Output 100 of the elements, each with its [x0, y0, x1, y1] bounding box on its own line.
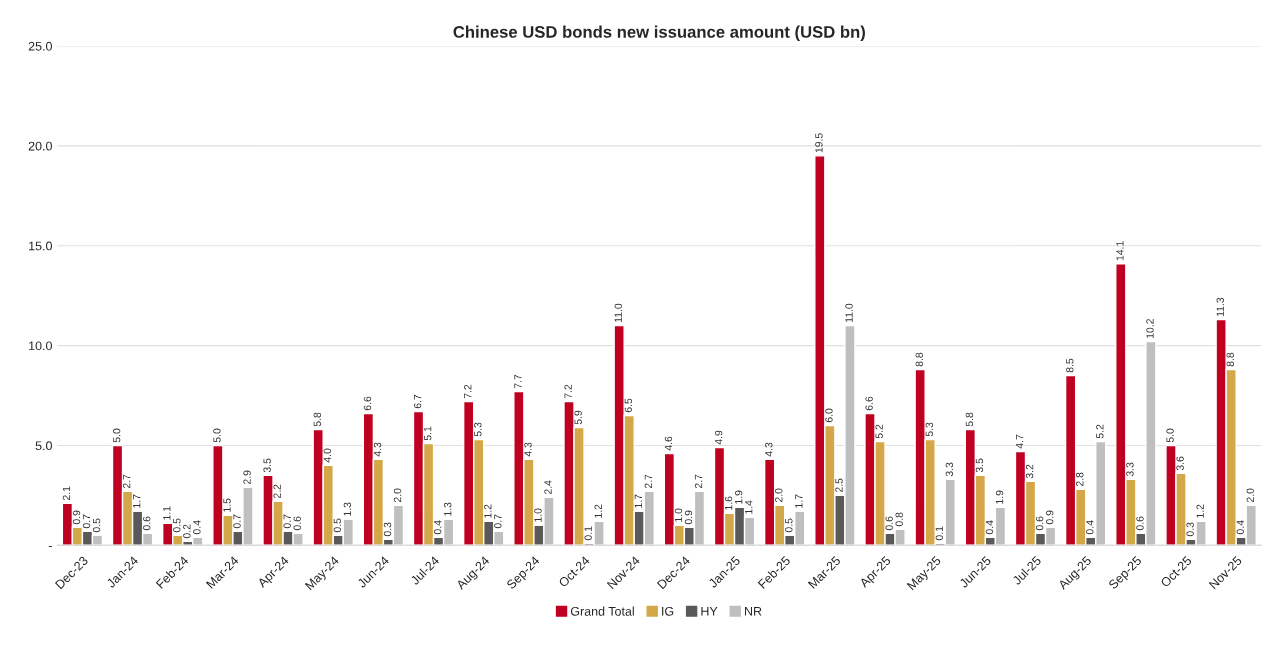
data-label: 2.4 — [544, 480, 552, 495]
data-label: 8.8 — [1226, 352, 1234, 367]
data-label: 0.5 — [92, 518, 101, 533]
data-label: 0.8 — [895, 512, 903, 527]
data-label: 0.5 — [785, 518, 793, 533]
legend-label: NR — [745, 607, 762, 616]
data-label: 0.4 — [433, 520, 442, 535]
data-label: 2.9 — [243, 470, 251, 485]
data-label: 10.2 — [1146, 319, 1154, 339]
data-label: 6.6 — [865, 396, 873, 411]
data-label: 0.6 — [1136, 516, 1144, 531]
legend-label: IG — [662, 606, 674, 616]
data-label: 0.1 — [935, 526, 944, 541]
data-label: 1.6 — [724, 496, 733, 510]
data-label: 2.0 — [393, 488, 402, 503]
data-label: 5.8 — [313, 412, 321, 427]
data-label: 1.0 — [534, 508, 542, 522]
data-label: 11.3 — [1216, 297, 1224, 317]
data-label: 2.7 — [644, 474, 652, 489]
legend-label: Grand Total — [570, 606, 634, 616]
data-label: 11.0 — [614, 303, 622, 323]
data-label: 5.0 — [1166, 428, 1174, 443]
data-label: 11.0 — [845, 303, 853, 323]
data-label: 1.7 — [634, 494, 642, 508]
data-label: 7.2 — [464, 384, 472, 399]
data-label: 4.9 — [714, 430, 723, 445]
data-label: 2.0 — [775, 488, 783, 503]
data-label: 3.3 — [1126, 462, 1134, 477]
legend-label: HY — [701, 607, 718, 616]
y-tick-label: 5.0 — [35, 441, 52, 451]
chart-title: Chinese USD bonds new issuance amount (USD bn) — [453, 25, 865, 42]
data-label: 0.3 — [1186, 522, 1194, 537]
data-label: 2.1 — [62, 486, 71, 501]
data-label: 7.2 — [564, 384, 572, 399]
data-label: 1.5 — [223, 498, 231, 512]
data-label: 2.7 — [122, 474, 131, 489]
data-label: 0.9 — [1045, 510, 1054, 525]
data-label: 2.5 — [835, 478, 843, 493]
data-label: 1.2 — [484, 504, 492, 518]
data-label: 4.7 — [1016, 434, 1024, 449]
data-label: 5.1 — [424, 426, 432, 441]
data-label: 14.1 — [1116, 241, 1124, 261]
data-label: 8.5 — [1066, 358, 1074, 373]
data-label: 3.6 — [1176, 456, 1184, 471]
data-label: 1.3 — [343, 502, 352, 516]
data-label: 0.7 — [233, 514, 241, 529]
data-label: 0.6 — [143, 516, 151, 531]
data-label: 3.2 — [1025, 464, 1034, 479]
data-label: 0.4 — [985, 520, 994, 535]
data-label: 1.2 — [594, 504, 602, 518]
data-label: 0.7 — [283, 514, 291, 529]
data-label: 7.7 — [514, 374, 522, 389]
data-label: 1.1 — [163, 506, 171, 520]
y-tick-label: 15.0 — [29, 241, 52, 251]
data-label: 5.3 — [925, 422, 933, 437]
data-label: 0.3 — [383, 522, 392, 537]
data-label: 0.7 — [82, 514, 91, 529]
data-label: 0.6 — [885, 516, 893, 531]
data-label: 0.7 — [494, 514, 502, 529]
data-label: 1.0 — [674, 508, 683, 522]
data-label: 1.2 — [1196, 504, 1204, 518]
data-label: 4.0 — [323, 448, 332, 463]
data-label: 0.9 — [684, 510, 693, 525]
data-label: 0.4 — [1236, 520, 1244, 535]
data-label: 0.4 — [193, 520, 201, 535]
data-label: 6.0 — [825, 408, 833, 423]
y-tick-label: 10.0 — [29, 341, 52, 351]
data-label: 0.6 — [1035, 516, 1044, 531]
data-label: 3.5 — [975, 458, 984, 473]
data-label: 0.5 — [173, 518, 181, 533]
data-label: 3.3 — [945, 462, 954, 477]
data-label: 19.5 — [815, 133, 823, 153]
y-tick-label: 25.0 — [28, 41, 52, 51]
data-label: 6.5 — [624, 398, 632, 413]
data-label: 5.0 — [213, 428, 221, 443]
data-label: 2.8 — [1076, 472, 1084, 487]
data-label: 2.7 — [694, 474, 703, 489]
data-label: 5.9 — [574, 410, 582, 425]
data-label: 3.5 — [263, 458, 271, 473]
data-label: 1.4 — [745, 500, 753, 514]
data-label: 0.6 — [293, 516, 301, 531]
y-tick-label: 20.0 — [28, 141, 52, 151]
data-label: 6.7 — [413, 394, 422, 409]
data-label: 5.2 — [1096, 424, 1104, 439]
y-tick-label: - — [48, 546, 52, 548]
data-label: 5.8 — [965, 412, 974, 427]
data-label: 5.3 — [474, 422, 482, 437]
data-label: 4.6 — [664, 436, 673, 451]
data-label: 1.7 — [795, 494, 803, 508]
data-label: 0.5 — [333, 518, 342, 533]
data-label: 4.3 — [524, 442, 532, 457]
data-label: 0.9 — [72, 510, 81, 525]
data-label: 1.9 — [734, 490, 743, 504]
data-label: 1.9 — [995, 490, 1004, 504]
data-label: 4.3 — [765, 442, 773, 457]
data-label: 5.2 — [875, 424, 883, 439]
data-label: 1.7 — [133, 494, 141, 508]
data-label: 0.1 — [584, 526, 592, 541]
data-label: 1.3 — [444, 502, 452, 516]
data-label: 4.3 — [373, 442, 382, 457]
